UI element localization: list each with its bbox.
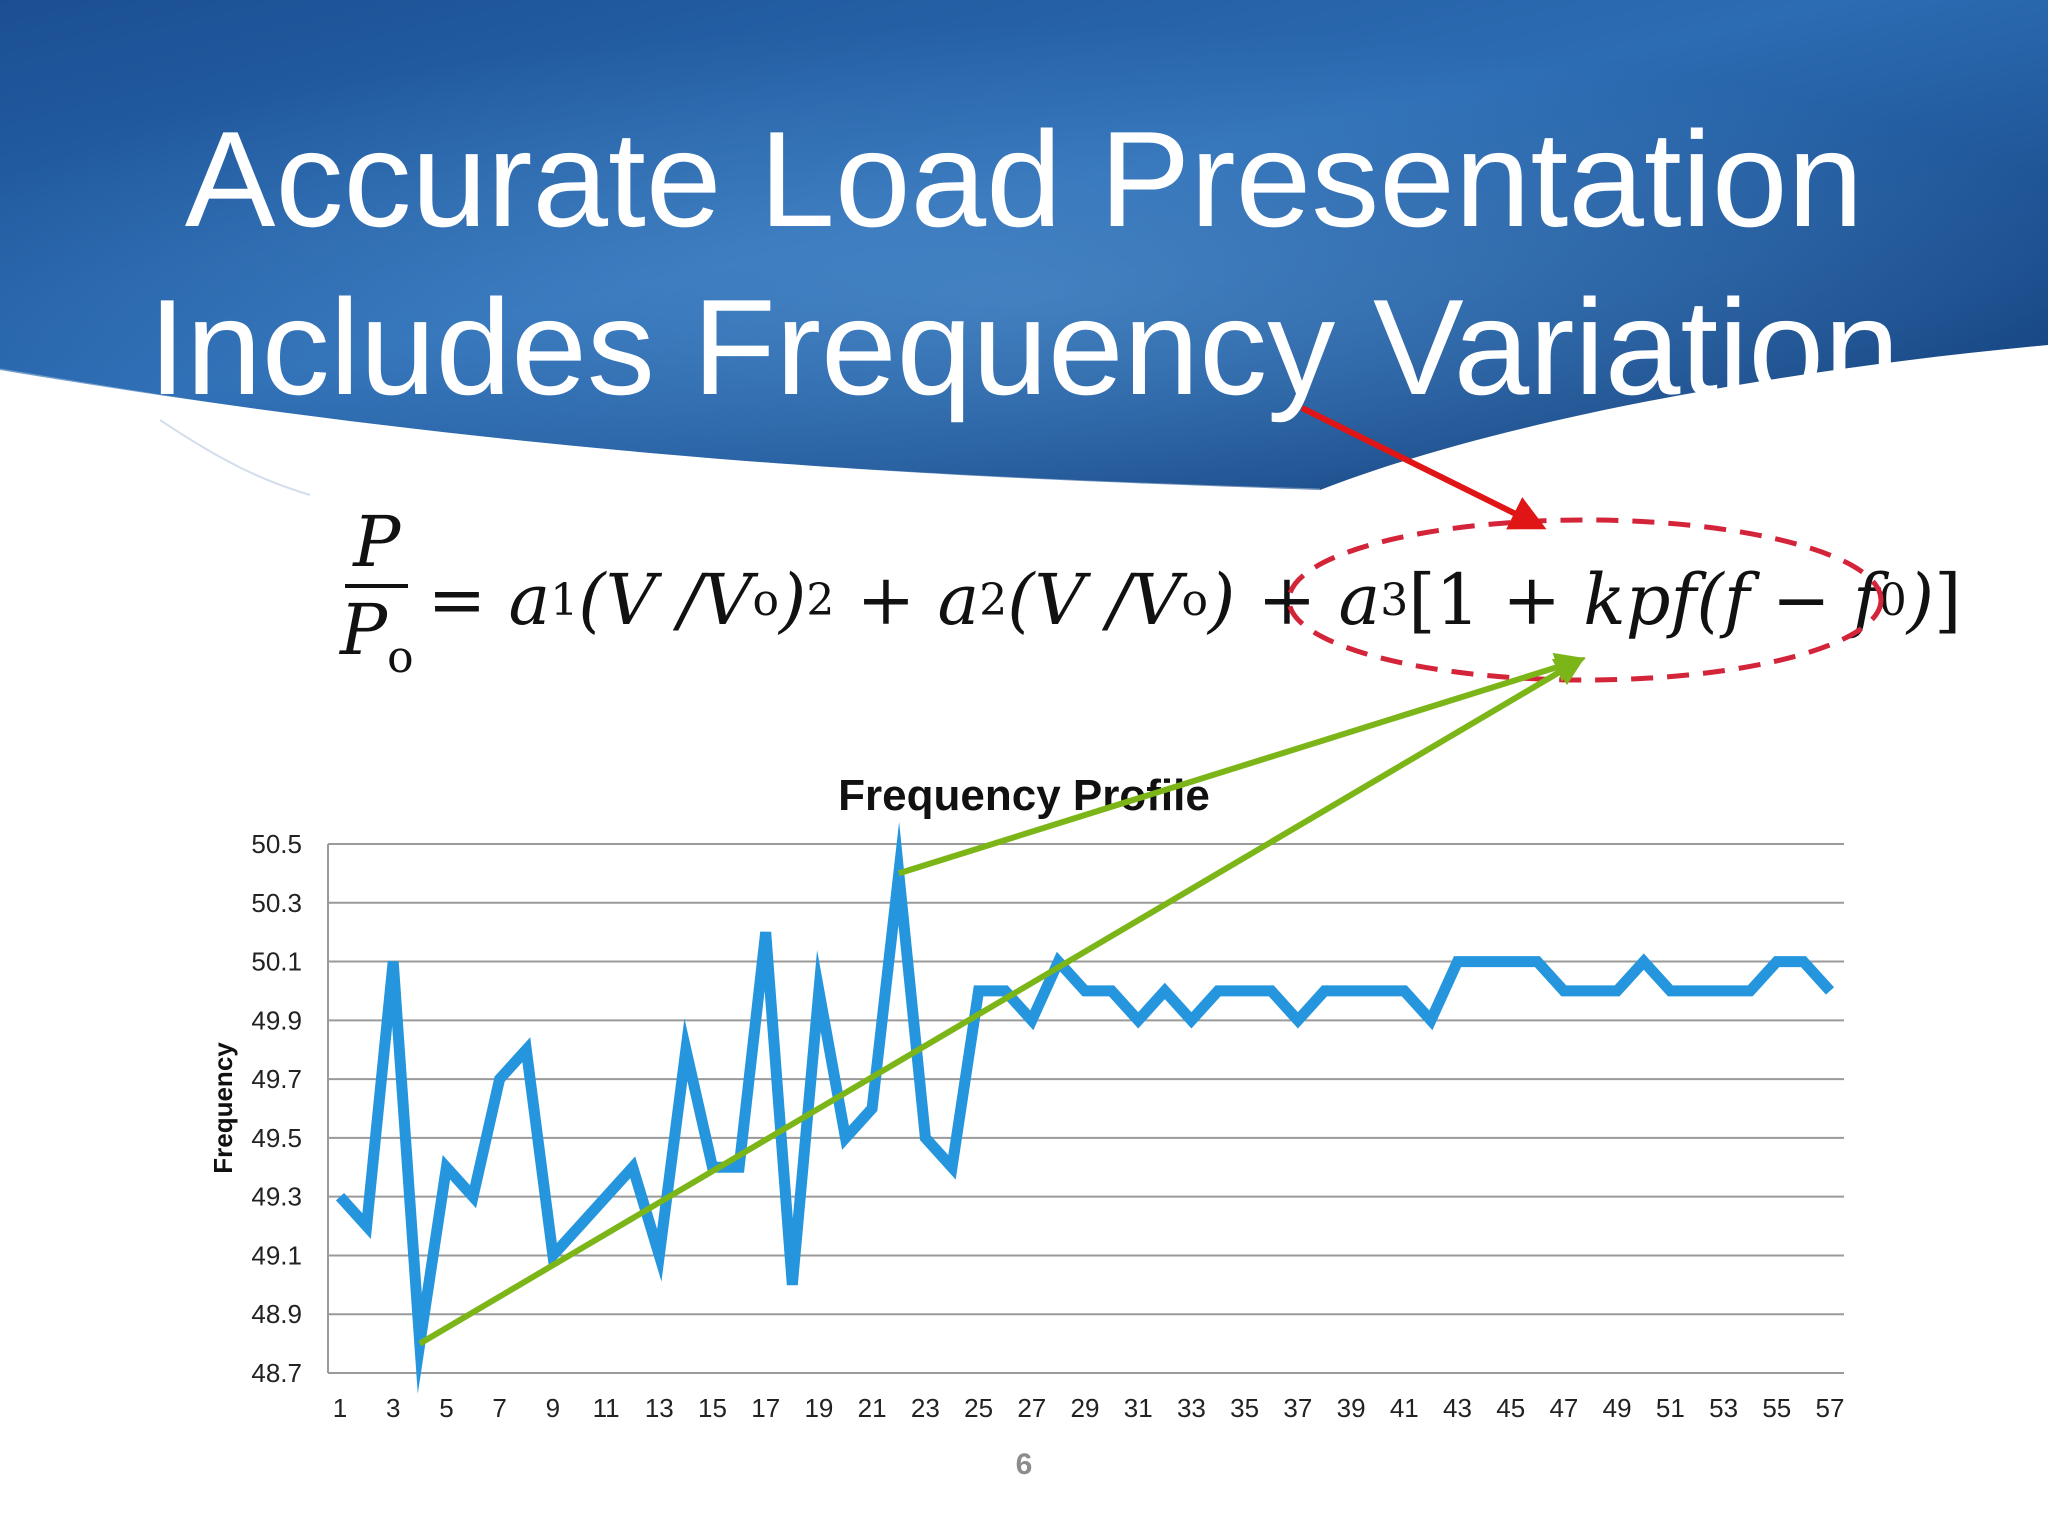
formula-denominator-sub: o xyxy=(387,632,414,683)
formula-denominator-base: P xyxy=(340,589,388,671)
series-line-frequency xyxy=(335,821,1835,1394)
x-tick-label: 37 xyxy=(1283,1393,1312,1423)
x-tick-label: 5 xyxy=(439,1393,453,1423)
formula-term1-sup: 2 xyxy=(806,574,835,626)
formula-a1: a xyxy=(508,559,551,641)
page-number: 6 xyxy=(1015,1448,1033,1481)
y-tick-label: 49.1 xyxy=(251,1240,302,1270)
y-tick-label: 48.9 xyxy=(251,1299,302,1329)
x-tick-label: 47 xyxy=(1549,1393,1578,1423)
slide-title-line-2: Includes Frequency Variation xyxy=(148,271,1900,423)
x-tick-label: 43 xyxy=(1443,1393,1472,1423)
formula-fraction: P Po xyxy=(340,502,414,698)
x-tick-label: 25 xyxy=(964,1393,993,1423)
y-tick-label: 49.3 xyxy=(251,1182,302,1212)
x-tick-label: 49 xyxy=(1603,1393,1632,1423)
x-tick-label: 1 xyxy=(333,1393,347,1423)
x-tick-label: 57 xyxy=(1816,1393,1845,1423)
x-tick-label: 19 xyxy=(804,1393,833,1423)
formula-equals: = xyxy=(427,559,487,641)
y-tick-label: 50.1 xyxy=(251,947,302,977)
header-background xyxy=(0,0,2048,496)
x-tick-label: 7 xyxy=(492,1393,506,1423)
chart-title: Frequency Profile xyxy=(838,771,1210,820)
x-tick-label: 41 xyxy=(1390,1393,1419,1423)
formula-a2-sub: 2 xyxy=(979,574,1008,626)
formula-term2-close: ) xyxy=(1208,559,1236,641)
x-tick-label: 45 xyxy=(1496,1393,1525,1423)
x-tick-label: 35 xyxy=(1230,1393,1259,1423)
chart-y-axis-label: Frequency xyxy=(208,1042,238,1174)
x-tick-label: 39 xyxy=(1337,1393,1366,1423)
x-tick-label: 55 xyxy=(1762,1393,1791,1423)
formula-plus-1: + xyxy=(856,559,916,641)
x-tick-label: 3 xyxy=(386,1393,400,1423)
formula-term2: (V /V xyxy=(1007,559,1182,641)
x-tick-label: 17 xyxy=(751,1393,780,1423)
x-tick-label: 23 xyxy=(911,1393,940,1423)
y-tick-label: 50.3 xyxy=(251,888,302,918)
x-tick-label: 51 xyxy=(1656,1393,1685,1423)
x-tick-label: 9 xyxy=(546,1393,560,1423)
x-tick-label: 29 xyxy=(1071,1393,1100,1423)
y-tick-label: 49.7 xyxy=(251,1064,302,1094)
y-tick-label: 49.5 xyxy=(251,1123,302,1153)
formula-term1-close: ) xyxy=(779,559,807,641)
formula-denominator: Po xyxy=(340,588,414,698)
formula-a1-sub: 1 xyxy=(550,574,579,626)
y-tick-label: 48.7 xyxy=(251,1358,302,1388)
x-tick-label: 21 xyxy=(858,1393,887,1423)
x-tick-label: 27 xyxy=(1017,1393,1046,1423)
slide-title-line-1: Accurate Load Presentation xyxy=(184,103,1864,255)
formula-bracket-close: ] xyxy=(1934,559,1962,641)
formula-paren-close: ) xyxy=(1906,559,1935,641)
x-tick-label: 53 xyxy=(1709,1393,1738,1423)
x-tick-label: 15 xyxy=(698,1393,727,1423)
formula-background xyxy=(310,490,1315,690)
formula-numerator: P xyxy=(345,502,409,588)
formula-a2: a xyxy=(937,559,980,641)
y-tick-label: 50.5 xyxy=(251,829,302,859)
x-tick-label: 11 xyxy=(593,1393,620,1423)
x-tick-label: 31 xyxy=(1124,1393,1153,1423)
formula-term2-sub: o xyxy=(1181,574,1209,626)
x-tick-label: 13 xyxy=(645,1393,674,1423)
y-tick-label: 49.9 xyxy=(251,1005,302,1035)
formula-term1-sub: o xyxy=(752,574,780,626)
slide-title: Accurate Load Presentation Includes Freq… xyxy=(0,95,2048,431)
x-tick-label: 33 xyxy=(1177,1393,1206,1423)
formula-term1: (V /V xyxy=(578,559,753,641)
